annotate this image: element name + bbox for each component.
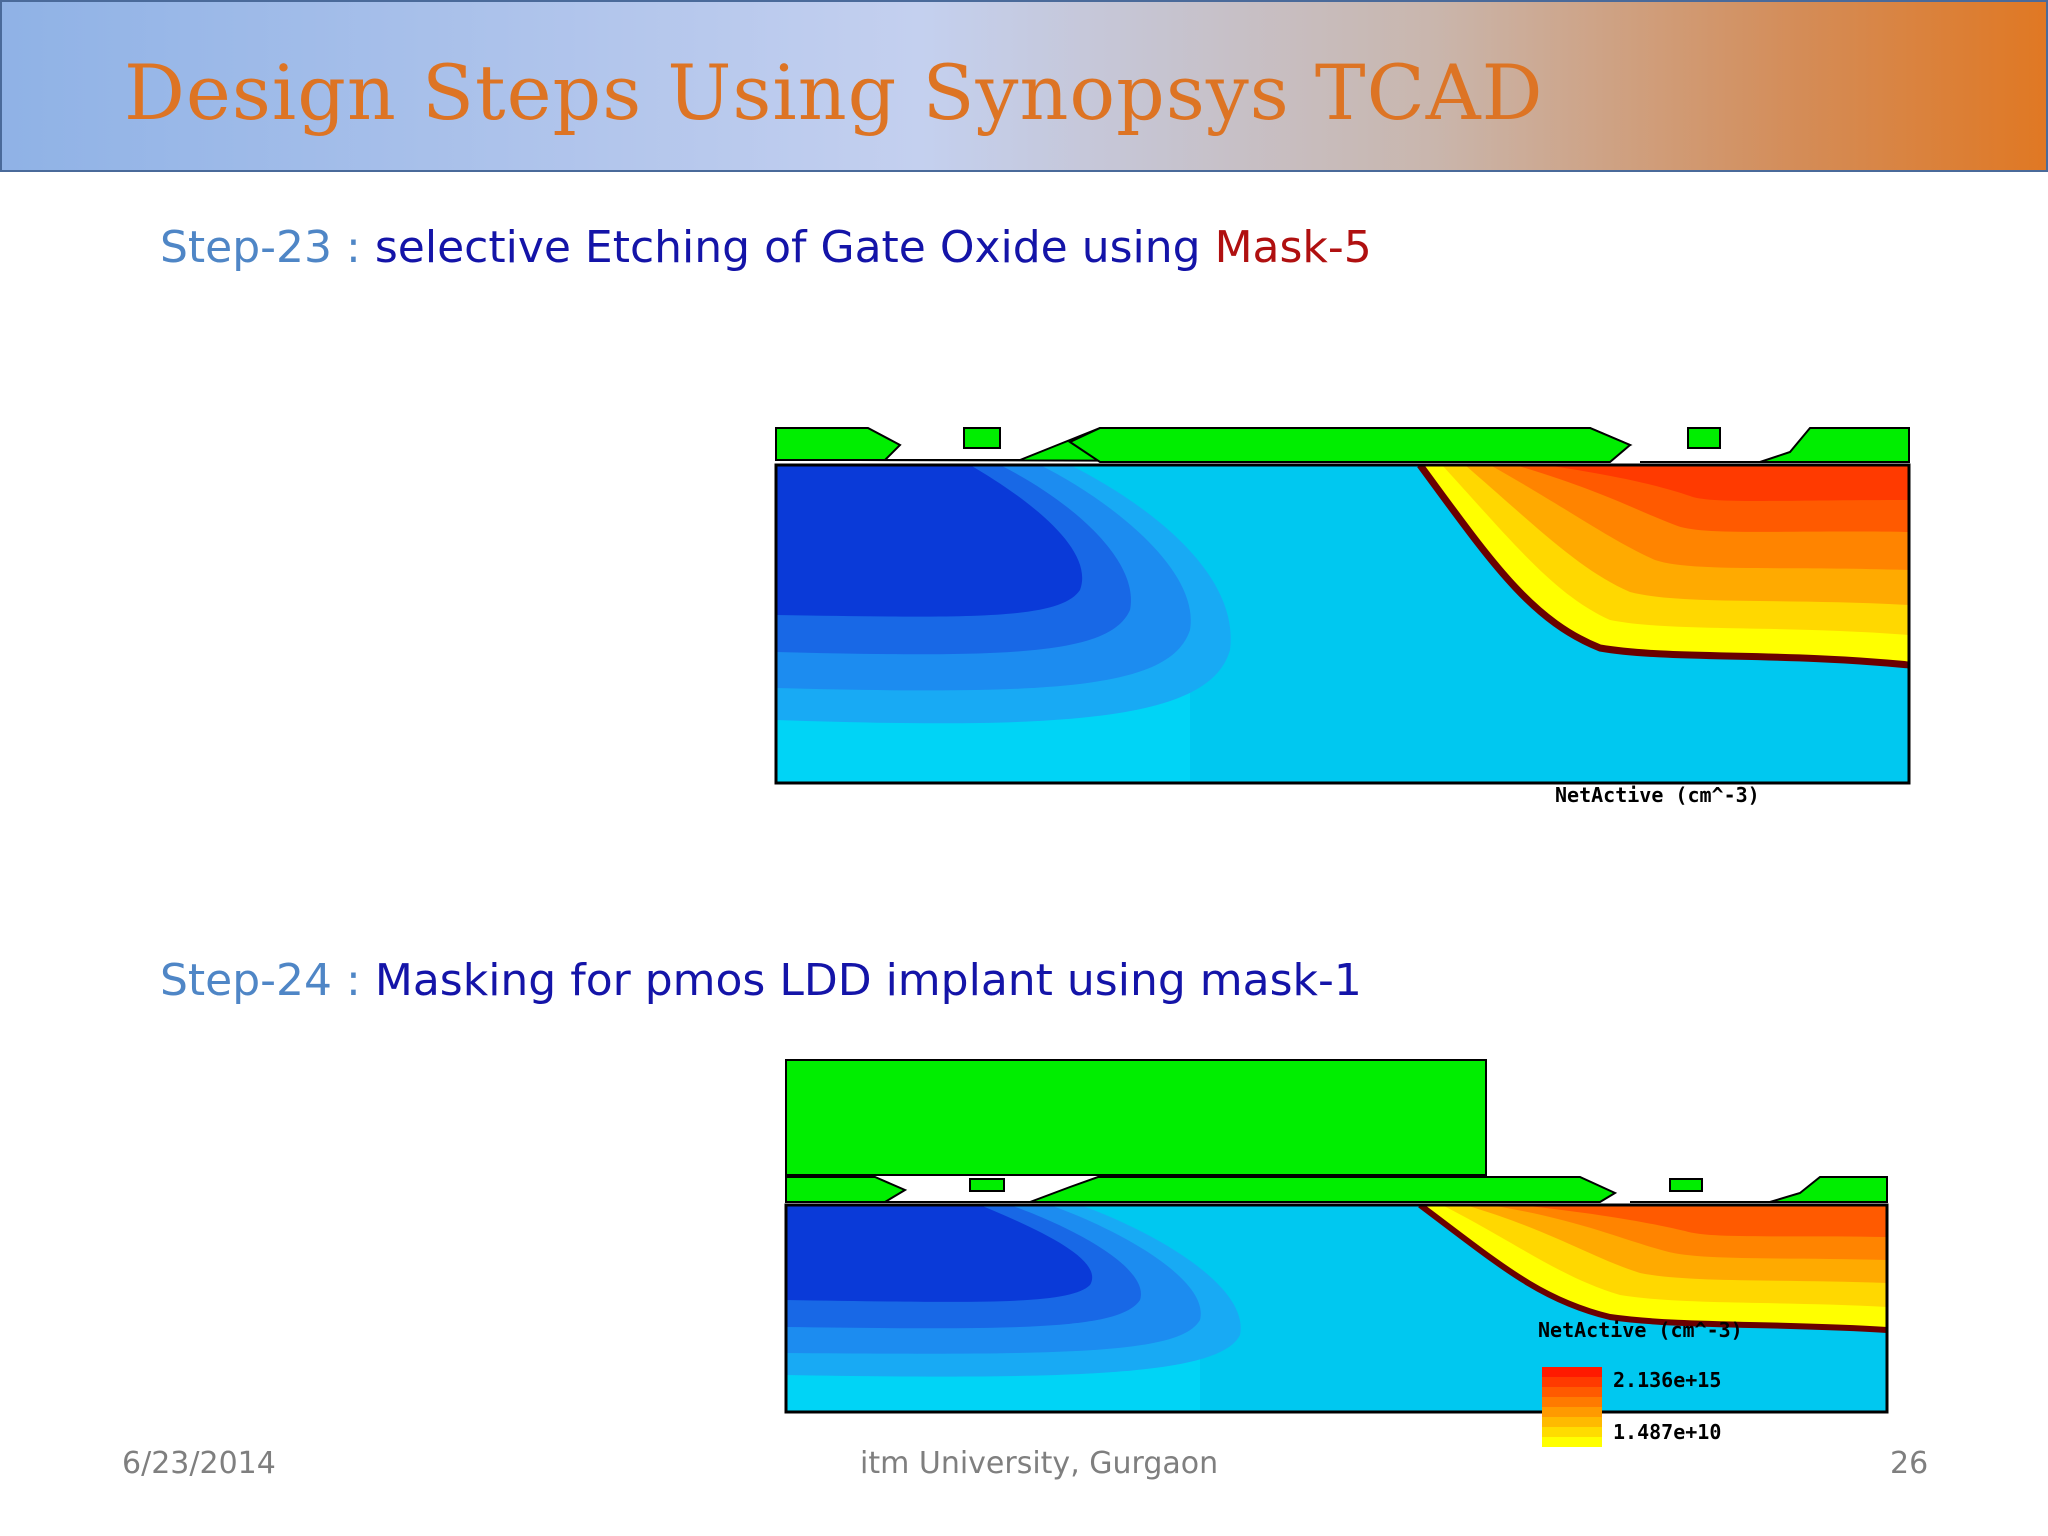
step-23: Step-23 : selective Etching of Gate Oxid…: [160, 222, 1372, 273]
step-24-number: Step-24 :: [160, 955, 361, 1006]
legend-max-value: 2.136e+15: [1613, 1368, 1721, 1392]
title-bar: Design Steps Using Synopsys TCAD: [0, 0, 2048, 172]
step-24-description: Masking for pmos LDD implant using mask-…: [374, 955, 1362, 1006]
footer-date: 6/23/2014: [122, 1446, 276, 1481]
figure-2-caption: NetActive (cm^-3): [1538, 1318, 1743, 1342]
footer-page-number: 26: [1890, 1446, 1929, 1481]
step-23-description: selective Etching of Gate Oxide using: [374, 222, 1215, 273]
step-24: Step-24 : Masking for pmos LDD implant u…: [160, 955, 1362, 1006]
tcad-figure-step-24: NetActive (cm^-3) 2.136e+15 1.487e+10: [784, 1059, 1889, 1447]
legend-min-value: 1.487e+10: [1613, 1420, 1721, 1444]
step-23-number: Step-23 :: [160, 222, 361, 273]
footer-center-text: itm University, Gurgaon: [860, 1446, 1219, 1481]
figure-2-legend: 2.136e+15 1.487e+10: [1542, 1367, 1721, 1447]
figure-1-caption: NetActive (cm^-3): [1555, 783, 1760, 807]
tcad-figure-step-23: NetActive (cm^-3): [774, 427, 1911, 807]
slide-title: Design Steps Using Synopsys TCAD: [124, 48, 1544, 137]
step-23-mask: Mask-5: [1214, 222, 1372, 273]
